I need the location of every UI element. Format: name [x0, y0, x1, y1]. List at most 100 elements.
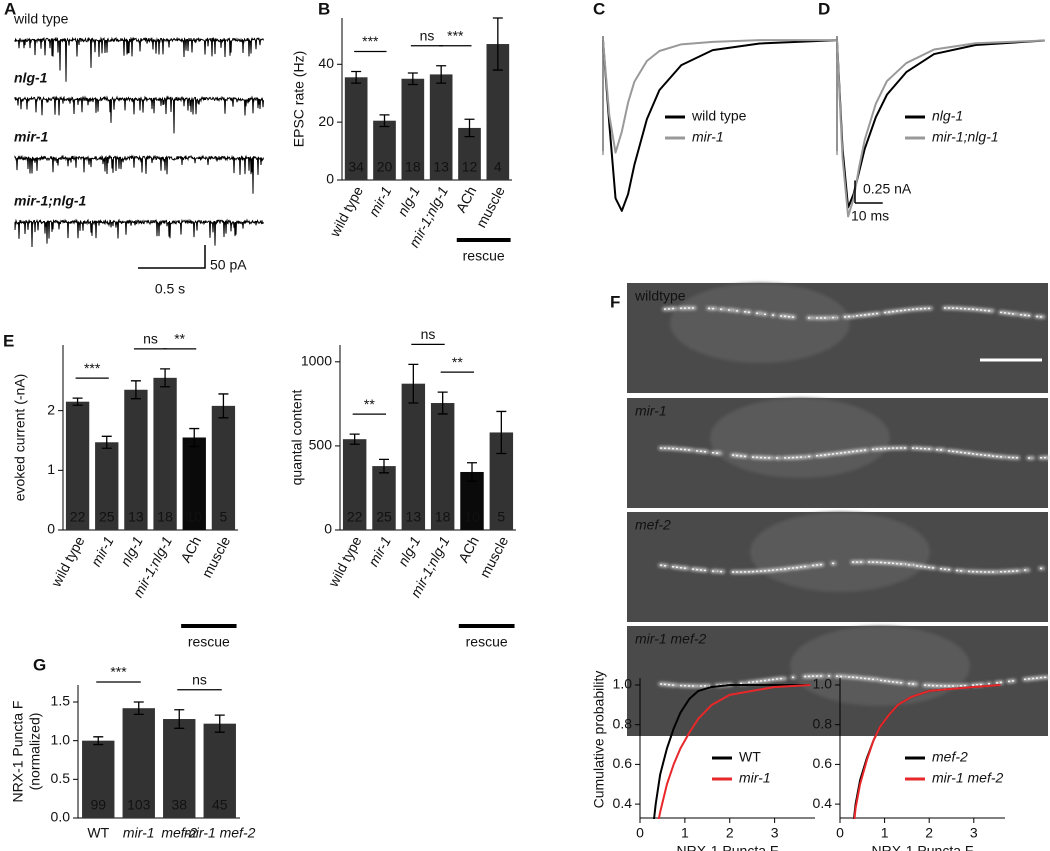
error-bar [492, 17, 503, 71]
n-label: 13 [128, 509, 144, 525]
x-tick-label: 1 [681, 825, 689, 841]
y-tick-label: 2 [47, 401, 55, 417]
x-tick-label: muscle [198, 533, 233, 580]
bar [82, 740, 115, 818]
y-tick-label: 0.0 [51, 809, 71, 825]
trace-label: nlg-1 [14, 70, 48, 86]
y-axis-label: quantal content [289, 390, 305, 486]
micrograph-glow [670, 283, 850, 363]
y-tick-label: 20 [318, 113, 334, 129]
group-label: rescue [466, 634, 508, 650]
y-tick-label: 0.4 [613, 795, 633, 811]
trace [14, 154, 264, 194]
bar [486, 44, 510, 181]
n-label: 4 [494, 159, 502, 175]
significance-label: *** [84, 360, 101, 376]
legend-label: mir-1 [739, 770, 771, 786]
trace [14, 36, 264, 82]
bar [401, 78, 425, 180]
y-axis-label: Cumulative probability [591, 671, 607, 809]
error-bar [72, 397, 83, 406]
bar [122, 708, 155, 818]
x-tick-label: 3 [771, 825, 779, 841]
n-label: 22 [70, 509, 86, 525]
legend-label: WT [739, 749, 761, 765]
puncta [660, 447, 1050, 459]
x-tick-label: WT [87, 825, 109, 841]
legend-label: wild type [691, 108, 747, 124]
error-bar [496, 410, 507, 455]
x-axis-label: NRX-1 Puncta F [677, 843, 779, 851]
y-tick-label: 0 [47, 521, 55, 537]
group-label: rescue [188, 634, 230, 650]
trace [14, 95, 264, 134]
error-bar [464, 118, 475, 138]
bar [430, 403, 455, 530]
legend-label: mef-2 [932, 749, 968, 765]
x-tick-label: 1 [881, 825, 889, 841]
x-tick-label: nlg-1 [117, 534, 146, 569]
y-tick-label: 0.8 [813, 715, 833, 731]
n-label: 18 [435, 509, 451, 525]
error-bar [349, 433, 360, 445]
panel-label: C [593, 0, 605, 18]
error-bar [93, 736, 104, 746]
n-label: 13 [433, 159, 449, 175]
group-label: rescue [463, 248, 505, 264]
y-tick-label: 1.0 [51, 731, 71, 747]
panel-label: F [610, 292, 620, 311]
error-bar [379, 458, 389, 474]
y-tick-label: 40 [318, 55, 334, 71]
bar [460, 471, 484, 530]
y-tick-label: 1.0 [613, 676, 633, 692]
n-label: 13 [406, 509, 422, 525]
error-bar [214, 714, 225, 733]
significance-label: ns [143, 331, 158, 347]
n-label: 20 [377, 159, 393, 175]
bar [344, 77, 368, 180]
n-label: 38 [171, 797, 187, 813]
x-tick-label: nlg-1 [395, 534, 424, 569]
puncta [660, 561, 1044, 573]
trace [14, 218, 264, 247]
legend-label: mir-1 mef-2 [932, 770, 1004, 786]
n-label: 12 [462, 159, 478, 175]
x-tick-label: ACh [453, 184, 480, 216]
y-tick-label: 0.6 [813, 755, 833, 771]
x-tick-label: 3 [970, 825, 978, 841]
series-line [853, 683, 1001, 819]
legend-label: mir-1 [692, 129, 724, 145]
y-axis-label: (normalized) [27, 713, 43, 791]
significance-label: ns [192, 671, 207, 687]
y-axis-label: evoked current (-nA) [12, 374, 28, 502]
bar [342, 439, 367, 530]
x-tick-label: wild type [47, 533, 87, 590]
n-label: 10 [186, 509, 202, 525]
x-tick-label: mir-1 [365, 534, 394, 569]
bar [95, 442, 119, 530]
significance-label: ns [420, 27, 435, 43]
x-tick-label: ACh [455, 534, 482, 566]
legend-label: nlg-1 [932, 108, 963, 124]
error-bar [101, 435, 112, 449]
bar [372, 466, 396, 530]
micrograph-glow [710, 398, 890, 478]
bar [211, 405, 236, 530]
bar [124, 389, 148, 530]
y-tick-label: 1 [47, 461, 55, 477]
y-tick-label: 0.4 [813, 795, 833, 811]
bar [401, 383, 426, 530]
bar [429, 74, 453, 180]
trace-label: wild type [13, 11, 69, 27]
panel-label: B [318, 0, 330, 18]
panel-label: E [3, 331, 14, 350]
scale-label: 10 ms [851, 208, 889, 224]
y-tick-label: 1.0 [813, 676, 833, 692]
image-label: mef-2 [635, 517, 671, 533]
n-label: 22 [347, 509, 363, 525]
error-bar [160, 368, 171, 388]
n-label: 10 [464, 509, 480, 525]
y-tick-label: 500 [309, 437, 333, 453]
x-tick-label: mir-1 mef-2 [184, 825, 256, 841]
